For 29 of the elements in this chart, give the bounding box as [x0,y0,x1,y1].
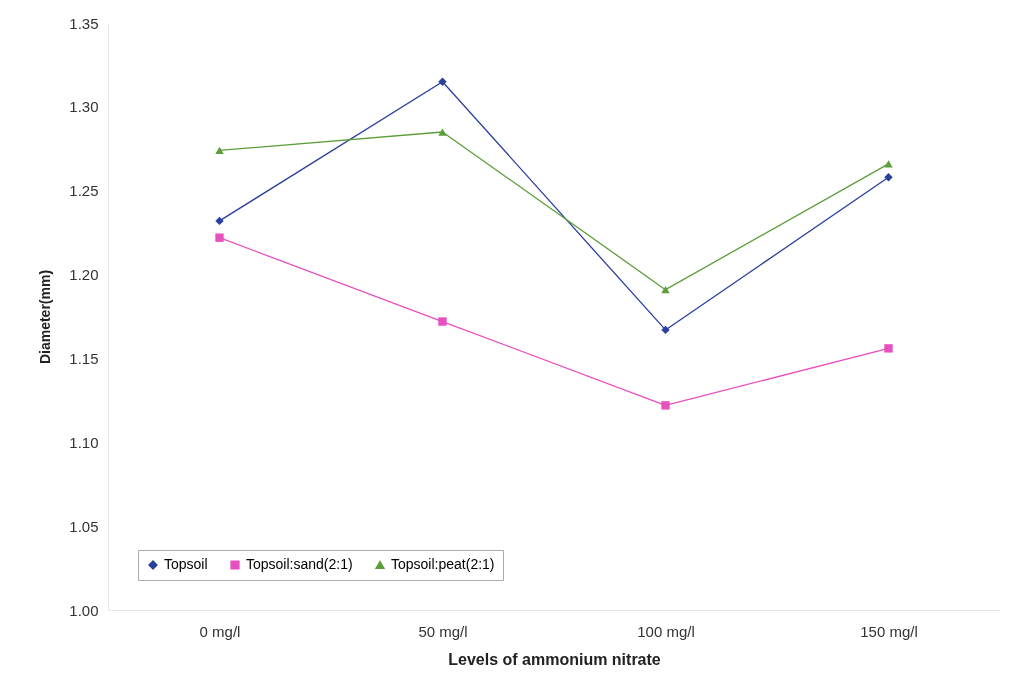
y-tick-label: 1.15 [69,349,99,367]
point [661,325,670,335]
legend-label: Topsoil [164,556,208,572]
point [215,146,224,155]
point [661,401,670,410]
x-tick-label: 150 mg/l [860,622,918,640]
x-axis-title: Levels of ammonium nitrate [448,650,661,668]
y-tick-label: 1.25 [69,182,99,200]
legend-label: Topsoil:sand(2:1) [246,556,353,572]
legend-label: Topsoil:peat(2:1) [391,556,495,572]
point [438,77,447,86]
y-tick-label: 1.20 [69,266,99,284]
x-tick-label: 0 mg/l [199,622,241,640]
y-tick-label: 1.00 [69,601,99,619]
y-tick-label: 1.10 [69,433,99,451]
x-tick-label: 100 mg/l [637,622,695,640]
point [884,160,893,168]
y-tick-label: 1.30 [69,98,99,116]
y-tick-label: 1.05 [69,517,99,535]
point [884,344,893,353]
point [215,233,224,242]
point [661,286,670,294]
point [438,317,447,326]
point [215,216,224,226]
x-tick-label: 50 mg/l [418,622,468,640]
y-tick-label: 1.35 [69,14,99,32]
y-axis-title: Diameter(mm) [37,269,54,365]
point [884,173,893,182]
point [438,128,447,136]
